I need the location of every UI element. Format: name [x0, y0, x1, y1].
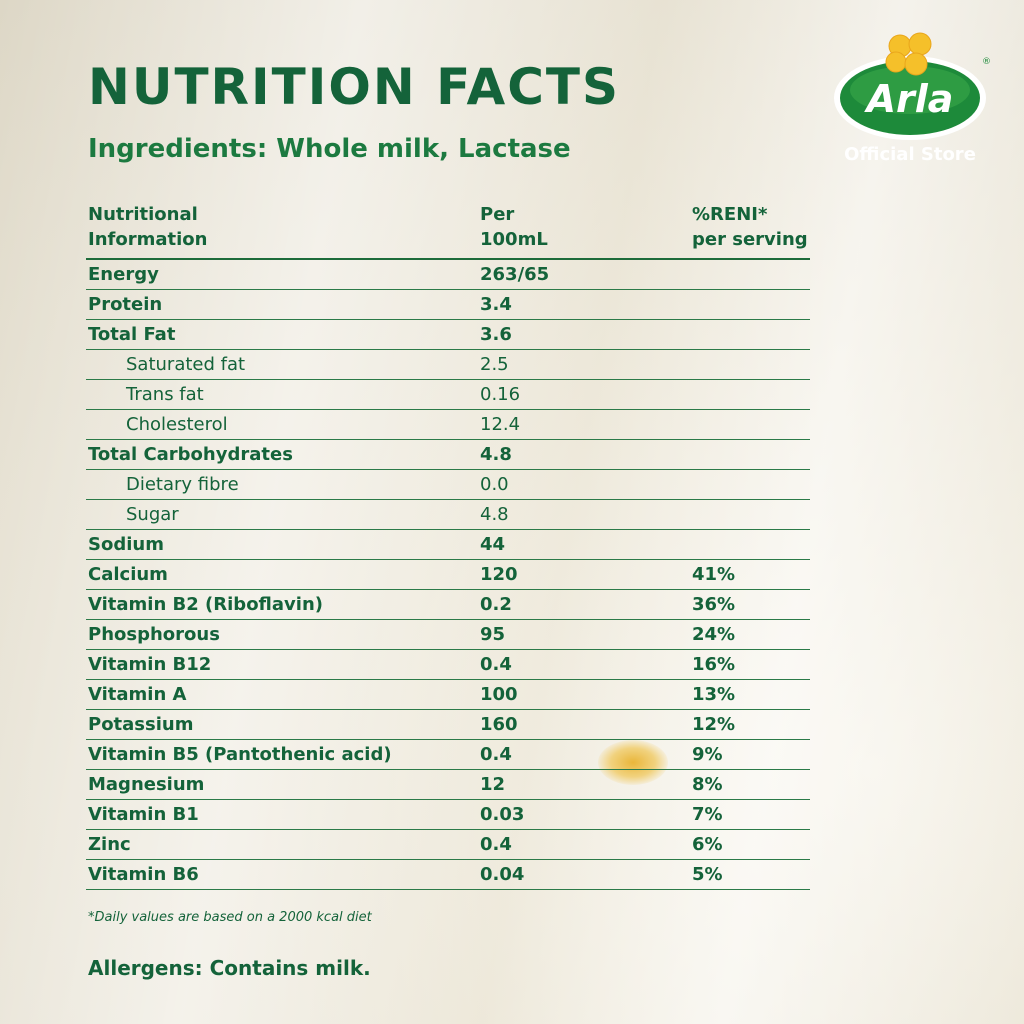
- nutrient-value: 12: [478, 769, 690, 800]
- table-row: Potassium 160 12%: [86, 709, 810, 740]
- nutrient-value: 4.8: [478, 499, 690, 530]
- nutrient-name: Vitamin B12: [86, 649, 478, 680]
- nutrient-reni: [690, 259, 810, 290]
- nutrient-reni: 13%: [690, 679, 810, 710]
- table-row: Vitamin B2 (Riboflavin) 0.2 36%: [86, 589, 810, 620]
- nutrient-value: 0.4: [478, 649, 690, 680]
- nutrient-reni: 9%: [690, 739, 810, 770]
- arla-logo: Arla ®: [834, 32, 991, 140]
- table-row: Phosphorous 95 24%: [86, 619, 810, 650]
- nutrient-reni: 7%: [690, 799, 810, 830]
- nutrient-reni: 12%: [690, 709, 810, 740]
- nutrient-reni: 16%: [690, 649, 810, 680]
- nutrient-reni: 8%: [690, 769, 810, 800]
- nutrient-reni: [690, 529, 810, 560]
- nutrient-reni: [690, 499, 810, 530]
- header-nutrient: Nutritional Information: [86, 200, 478, 260]
- nutrient-reni: [690, 349, 810, 380]
- nutrient-name: Zinc: [86, 829, 478, 860]
- nutrient-name: Vitamin B1: [86, 799, 478, 830]
- header-per-100ml: Per 100mL: [478, 200, 690, 260]
- nutrient-name: Phosphorous: [86, 619, 478, 650]
- nutrient-reni: 36%: [690, 589, 810, 620]
- nutrient-value: 12.4: [478, 409, 690, 440]
- nutrient-name: Total Carbohydrates: [86, 439, 478, 470]
- nutrient-name: Sugar: [86, 499, 478, 530]
- nutrient-name: Saturated fat: [86, 349, 478, 380]
- nutrient-value: 4.8: [478, 439, 690, 470]
- nutrient-name: Magnesium: [86, 769, 478, 800]
- nutrient-reni: 5%: [690, 859, 810, 890]
- nutrient-value: 3.4: [478, 289, 690, 320]
- nutrient-value: 3.6: [478, 319, 690, 350]
- table-row: Trans fat 0.16: [86, 379, 810, 410]
- nutrient-value: 95: [478, 619, 690, 650]
- nutrient-name: Vitamin B6: [86, 859, 478, 890]
- table-row: Protein 3.4: [86, 289, 810, 320]
- table-row: Vitamin B12 0.4 16%: [86, 649, 810, 680]
- nutrient-name: Trans fat: [86, 379, 478, 410]
- nutrient-value: 0.03: [478, 799, 690, 830]
- page-title: NUTRITION FACTS: [88, 58, 621, 116]
- table-row: Vitamin B1 0.03 7%: [86, 799, 810, 830]
- nutrient-reni: [690, 379, 810, 410]
- table-row: Zinc 0.4 6%: [86, 829, 810, 860]
- nutrient-name: Sodium: [86, 529, 478, 560]
- official-store-label: Official Store: [844, 144, 976, 165]
- nutrient-value: 44: [478, 529, 690, 560]
- table-row: Sugar 4.8: [86, 499, 810, 530]
- table-row: Dietary fibre 0.0: [86, 469, 810, 500]
- svg-text:®: ®: [982, 57, 991, 67]
- nutrient-reni: [690, 439, 810, 470]
- table-row: Vitamin B6 0.04 5%: [86, 859, 810, 890]
- svg-text:Arla: Arla: [864, 77, 954, 121]
- nutrient-value: 0.04: [478, 859, 690, 890]
- nutrient-value: 2.5: [478, 349, 690, 380]
- table-row: Vitamin A 100 13%: [86, 679, 810, 710]
- nutrient-value: 0.4: [478, 739, 690, 770]
- table-row: Energy 263/65: [86, 259, 810, 290]
- table-row: Cholesterol 12.4: [86, 409, 810, 440]
- nutrient-name: Dietary fibre: [86, 469, 478, 500]
- nutrient-name: Potassium: [86, 709, 478, 740]
- nutrient-reni: 6%: [690, 829, 810, 860]
- nutrient-name: Calcium: [86, 559, 478, 590]
- nutrient-value: 0.0: [478, 469, 690, 500]
- table-row: Vitamin B5 (Pantothenic acid) 0.4 9%: [86, 739, 810, 770]
- nutrient-reni: 41%: [690, 559, 810, 590]
- footnote: *Daily values are based on a 2000 kcal d…: [88, 910, 372, 925]
- ingredients: Ingredients: Whole milk, Lactase: [88, 134, 571, 164]
- nutrient-name: Vitamin B2 (Riboflavin): [86, 589, 478, 620]
- nutrient-name: Total Fat: [86, 319, 478, 350]
- nutrient-name: Vitamin B5 (Pantothenic acid): [86, 739, 478, 770]
- nutrient-reni: [690, 469, 810, 500]
- nutrition-table: Nutritional Information Per 100mL %RENI*…: [86, 200, 810, 890]
- nutrient-name: Energy: [86, 259, 478, 290]
- nutrient-value: 0.4: [478, 829, 690, 860]
- nutrient-reni: 24%: [690, 619, 810, 650]
- nutrient-name: Vitamin A: [86, 679, 478, 710]
- nutrient-value: 120: [478, 559, 690, 590]
- nutrient-value: 0.16: [478, 379, 690, 410]
- table-row: Sodium 44: [86, 529, 810, 560]
- nutrient-reni: [690, 289, 810, 320]
- nutrient-reni: [690, 409, 810, 440]
- nutrient-reni: [690, 319, 810, 350]
- nutrient-value: 0.2: [478, 589, 690, 620]
- nutrient-name: Cholesterol: [86, 409, 478, 440]
- table-row: Total Fat 3.6: [86, 319, 810, 350]
- nutrient-value: 160: [478, 709, 690, 740]
- allergens: Allergens: Contains milk.: [88, 956, 371, 980]
- table-row: Calcium 120 41%: [86, 559, 810, 590]
- nutrient-name: Protein: [86, 289, 478, 320]
- table-row: Magnesium 12 8%: [86, 769, 810, 800]
- table-row: Saturated fat 2.5: [86, 349, 810, 380]
- nutrient-value: 263/65: [478, 259, 690, 290]
- table-row: Total Carbohydrates 4.8: [86, 439, 810, 470]
- header-reni: %RENI* per serving: [690, 200, 810, 260]
- nutrient-value: 100: [478, 679, 690, 710]
